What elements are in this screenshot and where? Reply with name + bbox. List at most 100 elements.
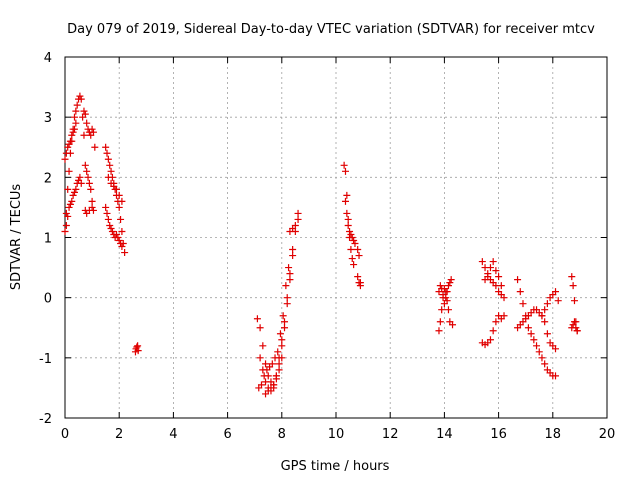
series-arc-m [262,354,286,398]
data-point [489,258,497,266]
x-tick-label: 12 [382,427,399,442]
data-point [118,227,126,235]
series-arc-h [104,173,126,205]
data-point [62,149,70,157]
x-tick-label: 10 [328,427,345,442]
y-tick-label: 2 [44,171,52,186]
data-point [282,282,290,290]
data-point [283,300,291,308]
data-point [492,267,500,275]
data-point [552,288,560,296]
x-tick-label: 4 [169,427,177,442]
data-point [88,197,96,205]
data-point [89,128,97,136]
data-point [554,297,562,305]
data-point [444,282,452,290]
data-point [81,161,89,169]
data-point [83,167,91,175]
data-point [438,306,446,314]
data-point [106,161,114,169]
data-point [80,107,88,115]
data-point [500,294,508,302]
data-point [70,188,78,196]
data-point [81,206,89,214]
series-arc-ab [568,318,581,335]
data-point [262,360,270,368]
data-point [291,221,299,229]
data-point [107,167,115,175]
data-point [289,246,297,254]
data-point [83,209,91,217]
data-point [112,230,120,238]
data-point [438,285,446,293]
data-point [253,315,261,323]
data-point [442,294,450,302]
x-tick-label: 14 [436,427,453,442]
data-point [72,107,80,115]
x-tick-label: 8 [278,427,286,442]
data-point [343,209,351,217]
data-point [69,128,77,136]
data-point [72,119,80,127]
data-point [568,273,576,281]
data-point [541,318,549,326]
data-point [65,167,73,175]
data-point [552,345,560,353]
data-point [447,276,455,284]
data-point [486,264,494,272]
data-point [108,227,116,235]
y-tick-label: 4 [44,51,52,66]
data-point [61,155,69,163]
data-point [115,203,123,211]
data-point [278,336,286,344]
data-point [117,215,125,223]
x-tick-label: 20 [599,427,616,442]
data-point [344,215,352,223]
x-tick-label: 18 [545,427,562,442]
data-point [354,246,362,254]
data-point [117,240,125,248]
data-point [68,197,76,205]
data-point [104,155,112,163]
data-point [114,234,122,241]
series-arc-v [481,258,505,290]
data-point [570,318,578,326]
data-point [62,209,70,217]
data-point [103,209,111,217]
data-point [527,330,535,338]
data-point [107,224,115,232]
data-point [81,110,89,118]
data-point [272,375,280,383]
data-point [294,215,302,223]
data-point [270,381,278,389]
data-point [350,261,358,269]
data-point [278,354,286,362]
x-tick-label: 16 [490,427,507,442]
y-tick-label: 1 [44,232,52,247]
data-point [65,203,73,211]
data-point [84,173,92,181]
data-point [281,324,289,332]
data-point [103,149,111,157]
data-point [102,203,110,211]
data-point [489,327,497,335]
series-arc-o [340,161,358,269]
data-point [344,221,352,229]
series-arc-q [354,273,364,290]
y-tick-label: 3 [44,111,52,126]
data-point [72,185,80,193]
series-arc-p [341,197,364,287]
data-point [70,125,78,133]
data-point [89,206,97,214]
data-point [446,279,454,287]
data-point [289,252,297,260]
data-point [68,131,76,139]
data-point [118,197,126,205]
data-point [257,381,265,389]
data-point [341,167,349,175]
data-point [87,185,95,193]
series-arc-i [131,342,142,356]
data-point [85,179,93,187]
data-point [530,336,538,344]
